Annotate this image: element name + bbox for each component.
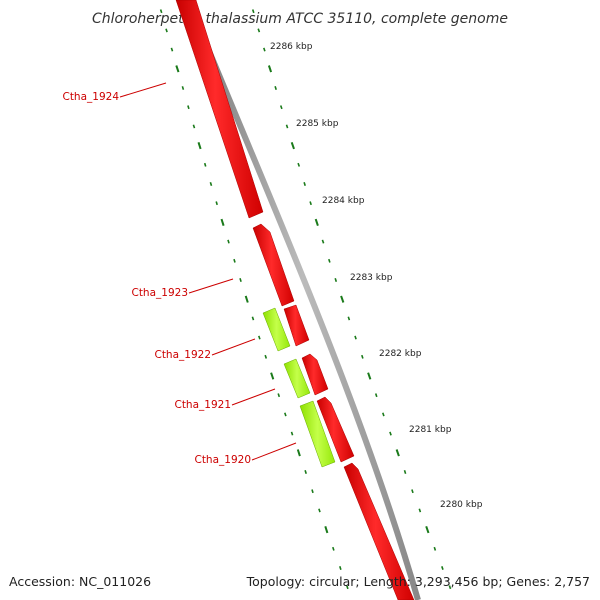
scale-tick xyxy=(314,218,319,227)
gene-ctha-1922-arrow[interactable] xyxy=(283,304,310,347)
track-tick xyxy=(233,258,236,263)
track-tick xyxy=(181,86,185,90)
track-tick xyxy=(296,449,301,457)
track-tick xyxy=(304,470,307,474)
scale-label-2284: 2284 kbp xyxy=(322,196,365,206)
scale-tick xyxy=(297,162,301,167)
track-tick xyxy=(332,546,335,551)
scale-tick xyxy=(257,28,261,33)
scale-label-2285: 2285 kbp xyxy=(296,119,339,129)
track-tick xyxy=(346,585,349,590)
scale-tick xyxy=(285,124,289,129)
track-tick xyxy=(258,335,261,340)
track-tick xyxy=(209,182,213,186)
track-tick xyxy=(165,28,168,33)
scale-label-2283: 2283 kbp xyxy=(350,273,393,283)
track-tick xyxy=(318,508,321,513)
scale-tick xyxy=(290,141,295,150)
gene-reverse-3-arrow[interactable] xyxy=(299,400,336,468)
leader-ctha-1923 xyxy=(188,278,234,294)
scale-tick xyxy=(309,201,312,206)
track-tick xyxy=(215,201,218,206)
scale-tick xyxy=(347,316,351,321)
track-tick xyxy=(277,393,281,398)
scale-label-2282: 2282 kbp xyxy=(379,349,422,359)
scale-tick xyxy=(263,47,266,52)
outer-scale-ticks xyxy=(251,9,452,590)
gene-label-ctha-1921[interactable]: Ctha_1921 xyxy=(174,399,231,411)
scale-label-2280: 2280 kbp xyxy=(440,500,483,510)
track-tick xyxy=(192,124,196,129)
track-tick xyxy=(175,65,180,73)
gene-ctha-1923-arrow[interactable] xyxy=(252,223,295,307)
scale-tick xyxy=(303,182,306,186)
gene-label-ctha-1924[interactable]: Ctha_1924 xyxy=(62,91,119,103)
scale-tick xyxy=(418,508,422,513)
scale-tick xyxy=(361,354,364,359)
leader-ctha-1921 xyxy=(231,388,276,406)
track-tick xyxy=(270,372,275,380)
gene-label-ctha-1920[interactable]: Ctha_1920 xyxy=(194,454,251,466)
gene-reverse-1-arrow[interactable] xyxy=(262,307,291,352)
scale-tick xyxy=(389,431,392,436)
track-tick xyxy=(187,105,190,110)
gene-ctha-1921-arrow[interactable] xyxy=(301,353,329,396)
scale-tick xyxy=(334,278,338,282)
scale-tick xyxy=(367,372,372,380)
scale-tick xyxy=(251,9,255,14)
scale-tick xyxy=(321,239,325,244)
gene-ctha-1920-arrow[interactable] xyxy=(316,396,355,463)
track-tick xyxy=(290,431,294,436)
track-tick xyxy=(324,525,329,534)
inner-tick-track xyxy=(159,9,349,590)
track-tick xyxy=(220,218,225,227)
gene-label-ctha-1922[interactable]: Ctha_1922 xyxy=(154,349,211,361)
track-tick xyxy=(159,9,163,14)
scale-tick xyxy=(425,525,430,534)
track-tick xyxy=(339,566,342,570)
scale-label-2286: 2286 kbp xyxy=(270,42,313,52)
leader-ctha-1920 xyxy=(251,442,297,461)
scale-tick xyxy=(382,412,385,417)
scale-tick xyxy=(328,258,331,263)
track-tick xyxy=(264,354,268,359)
genome-stats-text: Topology: circular; Length: 3,293,456 bp… xyxy=(246,574,590,589)
track-tick xyxy=(203,162,207,167)
genome-backbone xyxy=(185,0,421,600)
track-tick xyxy=(311,489,314,494)
track-tick xyxy=(239,278,242,282)
map-title: Chloroherpeton thalassium ATCC 35110, co… xyxy=(92,11,508,27)
accession-text: Accession: NC_011026 xyxy=(9,574,152,589)
gene-next-arrow[interactable] xyxy=(343,462,415,600)
leader-ctha-1922 xyxy=(211,338,256,356)
track-tick xyxy=(227,239,230,244)
gene-reverse-2-arrow[interactable] xyxy=(283,358,311,399)
track-tick xyxy=(170,47,174,52)
scale-tick xyxy=(411,489,414,494)
scale-tick xyxy=(279,105,283,110)
scale-tick xyxy=(395,449,400,457)
scale-tick xyxy=(374,393,378,398)
track-tick xyxy=(251,316,255,321)
scale-tick xyxy=(403,470,407,474)
track-tick xyxy=(244,295,249,303)
scale-tick xyxy=(267,65,273,73)
track-tick xyxy=(284,412,287,417)
scale-tick xyxy=(354,335,357,340)
track-tick xyxy=(197,141,202,150)
scale-tick xyxy=(441,566,444,570)
leader-ctha-1924 xyxy=(119,82,167,98)
scale-tick xyxy=(433,546,437,551)
scale-label-2281: 2281 kbp xyxy=(409,425,452,435)
scale-tick xyxy=(448,585,452,590)
gene-label-ctha-1923[interactable]: Ctha_1923 xyxy=(131,287,188,299)
scale-tick xyxy=(340,295,345,303)
gene-ctha-1924-arrow[interactable] xyxy=(175,0,264,219)
scale-tick xyxy=(274,86,277,90)
